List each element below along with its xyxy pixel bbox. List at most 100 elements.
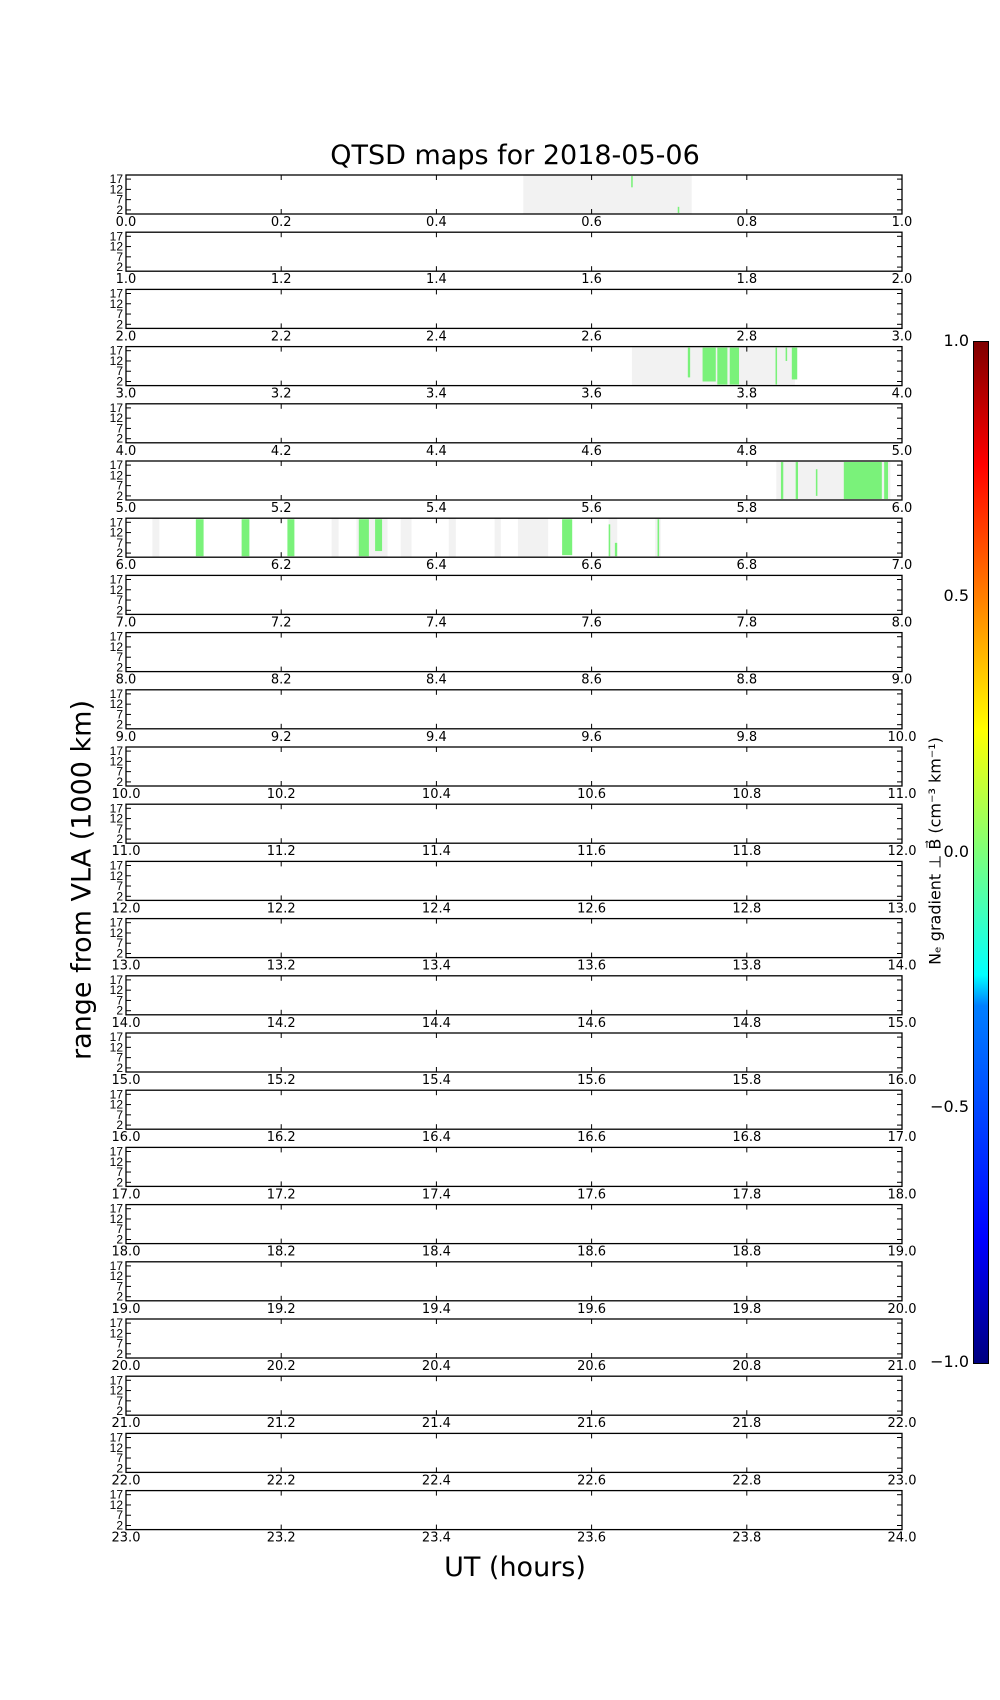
y-tick-label: 2: [116, 260, 123, 274]
x-tick-label: 10.2: [267, 787, 296, 802]
y-tick-label: 17: [110, 1145, 124, 1159]
x-tick-label: 21.8: [732, 1416, 761, 1431]
x-tick-label: 20.8: [732, 1359, 761, 1374]
panel-frame: [125, 1261, 903, 1302]
gradient-segment: [791, 347, 798, 380]
x-tick-label: 5.8: [736, 501, 757, 516]
gradient-segment: [795, 462, 799, 499]
y-tick-label: 12: [110, 754, 124, 768]
y-tick-label: 7: [116, 1051, 123, 1065]
panel-frame: [125, 1375, 903, 1416]
y-tick-label: 12: [110, 411, 124, 425]
x-tick-label: 16.8: [732, 1130, 761, 1145]
x-tick-label: 15.0: [888, 1016, 917, 1031]
gradient-segment: [884, 462, 889, 499]
panel-frame: [125, 1089, 903, 1130]
x-tick-label: 10.0: [112, 787, 141, 802]
x-tick-label: 24.0: [888, 1531, 917, 1546]
x-tick-label: 7.8: [736, 615, 757, 630]
gradient-segment: [677, 206, 680, 213]
x-tick-label: 4.8: [736, 444, 757, 459]
x-tick-label: 12.2: [267, 901, 296, 916]
y-tick-label: 12: [110, 1384, 124, 1398]
panel-frame: [125, 288, 903, 330]
x-tick-label: 10.8: [732, 787, 761, 802]
y-tick-label: 7: [116, 479, 123, 493]
x-tick-label: 1.0: [116, 272, 137, 287]
y-tick-label: 12: [110, 354, 124, 368]
y-tick-label: 7: [116, 936, 123, 950]
x-tick-label: 4.6: [581, 444, 602, 459]
y-tick-label: 17: [110, 687, 124, 701]
x-tick-label: 15.8: [732, 1073, 761, 1088]
x-tick-label: 9.0: [892, 673, 913, 688]
y-tick-label: 7: [116, 1451, 123, 1465]
x-tick-label: 19.0: [888, 1245, 917, 1260]
colorbar-tick-label: −1.0: [930, 1352, 969, 1371]
x-tick-label: 4.4: [426, 444, 447, 459]
x-tick-label: 4.0: [892, 387, 913, 402]
x-tick-label: 8.6: [581, 673, 602, 688]
x-tick-label: 22.2: [267, 1473, 296, 1488]
y-tick-label: 12: [110, 1441, 124, 1455]
panel-frame: [125, 1432, 903, 1474]
x-tick-label: 3.0: [116, 387, 137, 402]
y-tick-label: 7: [116, 650, 123, 664]
gradient-segment: [775, 347, 778, 385]
y-tick-label: 7: [116, 364, 123, 378]
x-tick-label: 9.2: [271, 730, 292, 745]
x-tick-label: 18.0: [112, 1245, 141, 1260]
y-tick-label: 7: [116, 879, 123, 893]
x-tick-label: 4.2: [271, 444, 292, 459]
y-tick-label: 7: [116, 1508, 123, 1522]
x-tick-label: 6.4: [426, 558, 447, 573]
y-tick-label: 12: [110, 297, 124, 311]
x-tick-label: 0.6: [581, 215, 602, 230]
y-tick-label: 17: [110, 1202, 124, 1216]
y-tick-label: 7: [116, 765, 123, 779]
y-tick-label: 12: [110, 697, 124, 711]
y-tick-label: 12: [110, 1155, 124, 1169]
x-tick-label: 16.4: [422, 1130, 451, 1145]
x-tick-label: 8.2: [271, 673, 292, 688]
y-tick-label: 7: [116, 1394, 123, 1408]
y-tick-label: 17: [110, 630, 124, 644]
x-tick-label: 13.8: [732, 959, 761, 974]
y-tick-label: 2: [116, 1004, 123, 1018]
x-tick-label: 4.0: [116, 444, 137, 459]
x-tick-label: 21.2: [267, 1416, 296, 1431]
y-tick-label: 17: [110, 515, 124, 529]
y-tick-label: 17: [110, 1259, 124, 1273]
y-tick-label: 17: [110, 1373, 124, 1387]
x-tick-label: 13.6: [577, 959, 606, 974]
y-tick-label: 2: [116, 775, 123, 789]
x-tick-label: 17.6: [577, 1187, 606, 1202]
x-tick-label: 14.2: [267, 1016, 296, 1031]
colorbar-tick-label: −0.5: [930, 1096, 969, 1116]
y-tick-label: 7: [116, 536, 123, 550]
x-tick-label: 14.4: [422, 1016, 451, 1031]
x-tick-label: 11.6: [577, 844, 606, 859]
y-tick-label: 2: [116, 832, 123, 846]
x-tick-label: 0.0: [116, 215, 137, 230]
x-tick-label: 1.2: [271, 272, 292, 287]
y-tick-label: 2: [116, 1290, 123, 1304]
x-tick-label: 7.4: [426, 615, 447, 630]
y-tick-label: 7: [116, 1108, 123, 1122]
x-tick-label: 14.8: [732, 1016, 761, 1031]
x-tick-label: 10.6: [577, 787, 606, 802]
y-tick-label: 7: [116, 1337, 123, 1351]
y-tick-label: 7: [116, 307, 123, 321]
x-tick-label: 14.0: [112, 1016, 141, 1031]
x-tick-label: 2.2: [271, 329, 292, 344]
gradient-segment: [614, 542, 618, 557]
gradient-segment: [729, 347, 740, 385]
y-tick-label: 2: [116, 1461, 123, 1475]
y-tick-label: 17: [110, 287, 124, 301]
x-tick-label: 5.4: [426, 501, 447, 516]
y-tick-label: 7: [116, 822, 123, 836]
x-tick-label: 6.2: [271, 558, 292, 573]
x-tick-label: 11.8: [732, 844, 761, 859]
panel-frame: [125, 574, 903, 616]
y-tick-label: 2: [116, 374, 123, 388]
